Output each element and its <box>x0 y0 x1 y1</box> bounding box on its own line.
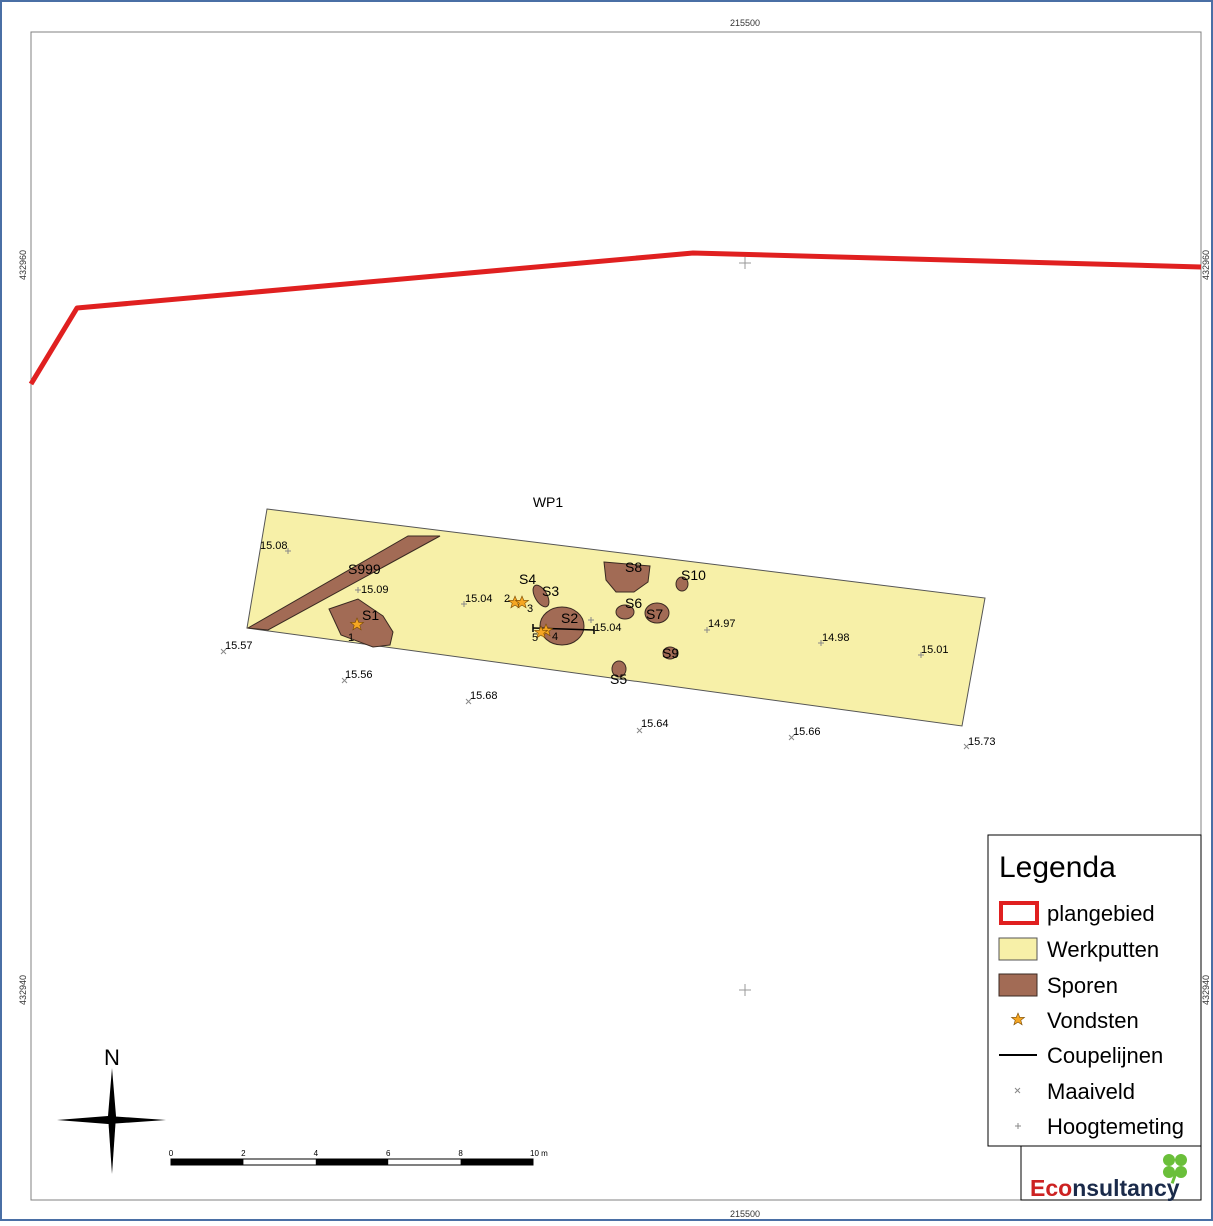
hoogtemeting-label: 14.98 <box>822 632 850 644</box>
legend-swatch-sporen <box>998 973 1038 997</box>
maaiveld-label: 15.73 <box>968 736 996 748</box>
hoogtemeting-label: 15.04 <box>594 622 622 634</box>
grid-y-label-left-bottom: 432940 <box>18 975 28 1005</box>
grid-x-label-bottom: 215500 <box>730 1209 760 1219</box>
grid-y-label-left-top: 432960 <box>18 250 28 280</box>
vondst-star <box>349 617 365 631</box>
scale-tick-label: 10 m <box>530 1149 548 1158</box>
find-label-3: 3 <box>527 603 533 615</box>
legend-swatch-werkputten <box>998 937 1038 961</box>
clover-icon <box>1163 1154 1187 1184</box>
scale-tick-label: 8 <box>458 1149 463 1158</box>
legend-swatch-vondsten <box>1010 1012 1026 1026</box>
spoor-s3 <box>532 584 550 608</box>
legend-label-sporen: Sporen <box>1047 973 1118 998</box>
find-label-4: 4 <box>552 631 558 643</box>
label-s2: S2 <box>561 610 578 626</box>
logo-suffix: nsultancy <box>1072 1175 1180 1201</box>
find-label-2: 2 <box>504 593 510 605</box>
label-s6: S6 <box>625 595 642 611</box>
grid-y-label-right-top: 432960 <box>1201 250 1211 280</box>
legend-swatch-plangebied <box>999 901 1039 925</box>
legend-title: Legenda <box>999 851 1116 884</box>
spoor-s9 <box>662 646 678 660</box>
spoor-s8 <box>603 561 651 593</box>
north-label: N <box>104 1045 120 1070</box>
maaiveld-label: 15.56 <box>345 669 373 681</box>
legend-label-hoogtemeting: Hoogtemeting <box>1047 1114 1184 1139</box>
spoor-s7 <box>644 602 670 624</box>
label-s10: S10 <box>681 567 706 583</box>
logo-prefix: Eco <box>1030 1175 1072 1201</box>
grid-y-label-right-bottom: 432940 <box>1201 975 1211 1005</box>
spoor-s6 <box>615 604 635 620</box>
grid-x-label-top: 215500 <box>730 18 760 28</box>
label-s4: S4 <box>519 571 536 587</box>
hoogtemeting-markers <box>285 548 924 658</box>
werkput-wp1 <box>246 508 986 727</box>
label-s8: S8 <box>625 559 642 575</box>
label-s7: S7 <box>646 606 663 622</box>
label-s1: S1 <box>362 607 379 623</box>
econsultancy-logo: Econsultancy <box>1020 1145 1202 1201</box>
maaiveld-label: 15.66 <box>793 726 821 738</box>
maaiveld-markers <box>220 648 970 750</box>
spoor-s2 <box>539 606 585 646</box>
vondst-star <box>533 625 549 639</box>
hoogtemeting-label: 15.01 <box>921 644 949 656</box>
logo-text: Econsultancy <box>1030 1175 1180 1201</box>
spoor-s10 <box>675 576 689 592</box>
spoor-s999 <box>246 535 441 631</box>
legend-label-vondsten: Vondsten <box>1047 1008 1139 1033</box>
label-s9: S9 <box>662 645 679 661</box>
label-s5: S5 <box>610 671 627 687</box>
sporen-layer <box>246 535 689 678</box>
scale-tick-label: 4 <box>314 1149 319 1158</box>
maaiveld-label: 15.57 <box>225 640 253 652</box>
legend-label-plangebied: plangebied <box>1047 901 1155 926</box>
find-label-5: 5 <box>532 632 538 644</box>
hoogtemeting-label: 15.09 <box>361 584 389 596</box>
hoogtemeting-label: 14.97 <box>708 618 736 630</box>
north-arrow: N <box>57 1045 166 1174</box>
legend-swatch-maaiveld <box>1014 1087 1021 1094</box>
legend-label-maaiveld: Maaiveld <box>1047 1079 1135 1104</box>
find-label-1: 1 <box>348 632 354 644</box>
vondsten-layer <box>349 595 554 639</box>
plangebied-boundary <box>28 250 1202 386</box>
north-arrow-horizontal <box>57 1116 166 1124</box>
scale-bar: 0 2 4 6 8 10 m <box>169 1149 548 1166</box>
maaiveld-label: 15.64 <box>641 718 669 730</box>
trench-label: WP1 <box>533 494 564 510</box>
grid-crosses <box>739 257 751 996</box>
scale-tick-label: 2 <box>241 1149 246 1158</box>
label-s3: S3 <box>542 583 559 599</box>
hoogtemeting-label: 15.04 <box>465 593 493 605</box>
hoogtemeting-label: 15.08 <box>260 540 288 552</box>
spoor-s5 <box>611 660 627 678</box>
label-s999: S999 <box>348 561 381 577</box>
legend-label-werkputten: Werkputten <box>1047 937 1159 962</box>
scale-tick-label: 0 <box>169 1149 174 1158</box>
legend: Legenda plangebied Werkputten Sporen Von… <box>987 834 1202 1147</box>
scale-tick-label: 6 <box>386 1149 391 1158</box>
legend-label-coupelijnen: Coupelijnen <box>1047 1043 1163 1068</box>
vondst-star <box>514 595 530 609</box>
legend-swatch-hoogtemeting <box>1015 1123 1021 1129</box>
maaiveld-label: 15.68 <box>470 690 498 702</box>
